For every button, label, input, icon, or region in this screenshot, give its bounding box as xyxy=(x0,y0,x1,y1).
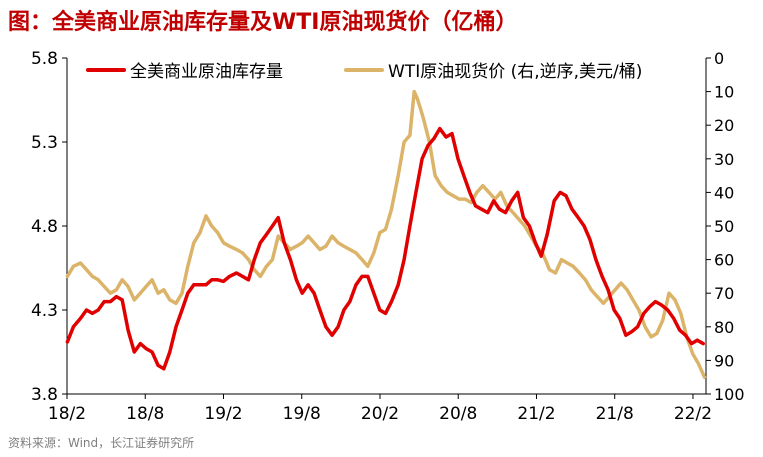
y-left-tick-label: 4.8 xyxy=(31,217,58,237)
x-tick-label: 19/8 xyxy=(283,404,321,424)
y-right-tick-label: 40 xyxy=(714,183,734,202)
legend-label: WTI原油现货价 (右,逆序,美元/桶) xyxy=(388,62,642,82)
series-line-wti xyxy=(65,89,707,379)
x-tick-label: 18/8 xyxy=(126,404,164,424)
source-note: 资料来源：Wind，长江证券研究所 xyxy=(8,436,195,450)
x-tick-label: 18/2 xyxy=(48,404,86,424)
chart-legend: 全美商业原油库存量 WTI原油现货价 (右,逆序,美元/桶) xyxy=(86,62,642,82)
y-right-tick-label: 60 xyxy=(714,251,734,270)
y-right-tick-label: 30 xyxy=(714,150,734,169)
chart-title: 图：全美商业原油库存量及WTI原油现货价（亿桶） xyxy=(8,10,518,35)
x-tick-label: 19/2 xyxy=(204,404,242,424)
y-left-tick-label: 3.8 xyxy=(31,385,58,405)
legend-label: 全美商业原油库存量 xyxy=(130,62,283,82)
y-left-tick-label: 5.8 xyxy=(31,49,58,69)
y-right-tick-label: 50 xyxy=(714,217,734,236)
legend-item-wti: WTI原油现货价 (右,逆序,美元/桶) xyxy=(344,62,642,82)
y-right-tick-label: 80 xyxy=(714,318,734,337)
series-line-inventory xyxy=(65,126,705,371)
y-right-tick-label: 10 xyxy=(714,83,734,102)
y-left-tick-label: 4.3 xyxy=(31,301,58,321)
y-right-tick-label: 0 xyxy=(714,49,724,68)
x-tick-label: 20/8 xyxy=(439,404,477,424)
x-tick-label: 21/2 xyxy=(517,404,555,424)
y-left-tick-label: 5.3 xyxy=(31,133,58,153)
y-right-tick-label: 70 xyxy=(714,284,734,303)
x-tick-label: 22/2 xyxy=(674,404,712,424)
y-right-tick-label: 90 xyxy=(714,351,734,370)
legend-item-inventory: 全美商业原油库存量 xyxy=(86,62,283,82)
y-right-tick-label: 100 xyxy=(714,385,745,404)
y-right-tick-label: 20 xyxy=(714,116,734,135)
chart-axes: 5.8 5.3 4.8 4.3 3.8 0 10 20 30 40 50 60 70 80 90 100 18/… xyxy=(31,49,745,424)
x-tick-label: 20/2 xyxy=(361,404,399,424)
x-tick-label: 21/8 xyxy=(596,404,634,424)
chart-series xyxy=(65,89,707,379)
